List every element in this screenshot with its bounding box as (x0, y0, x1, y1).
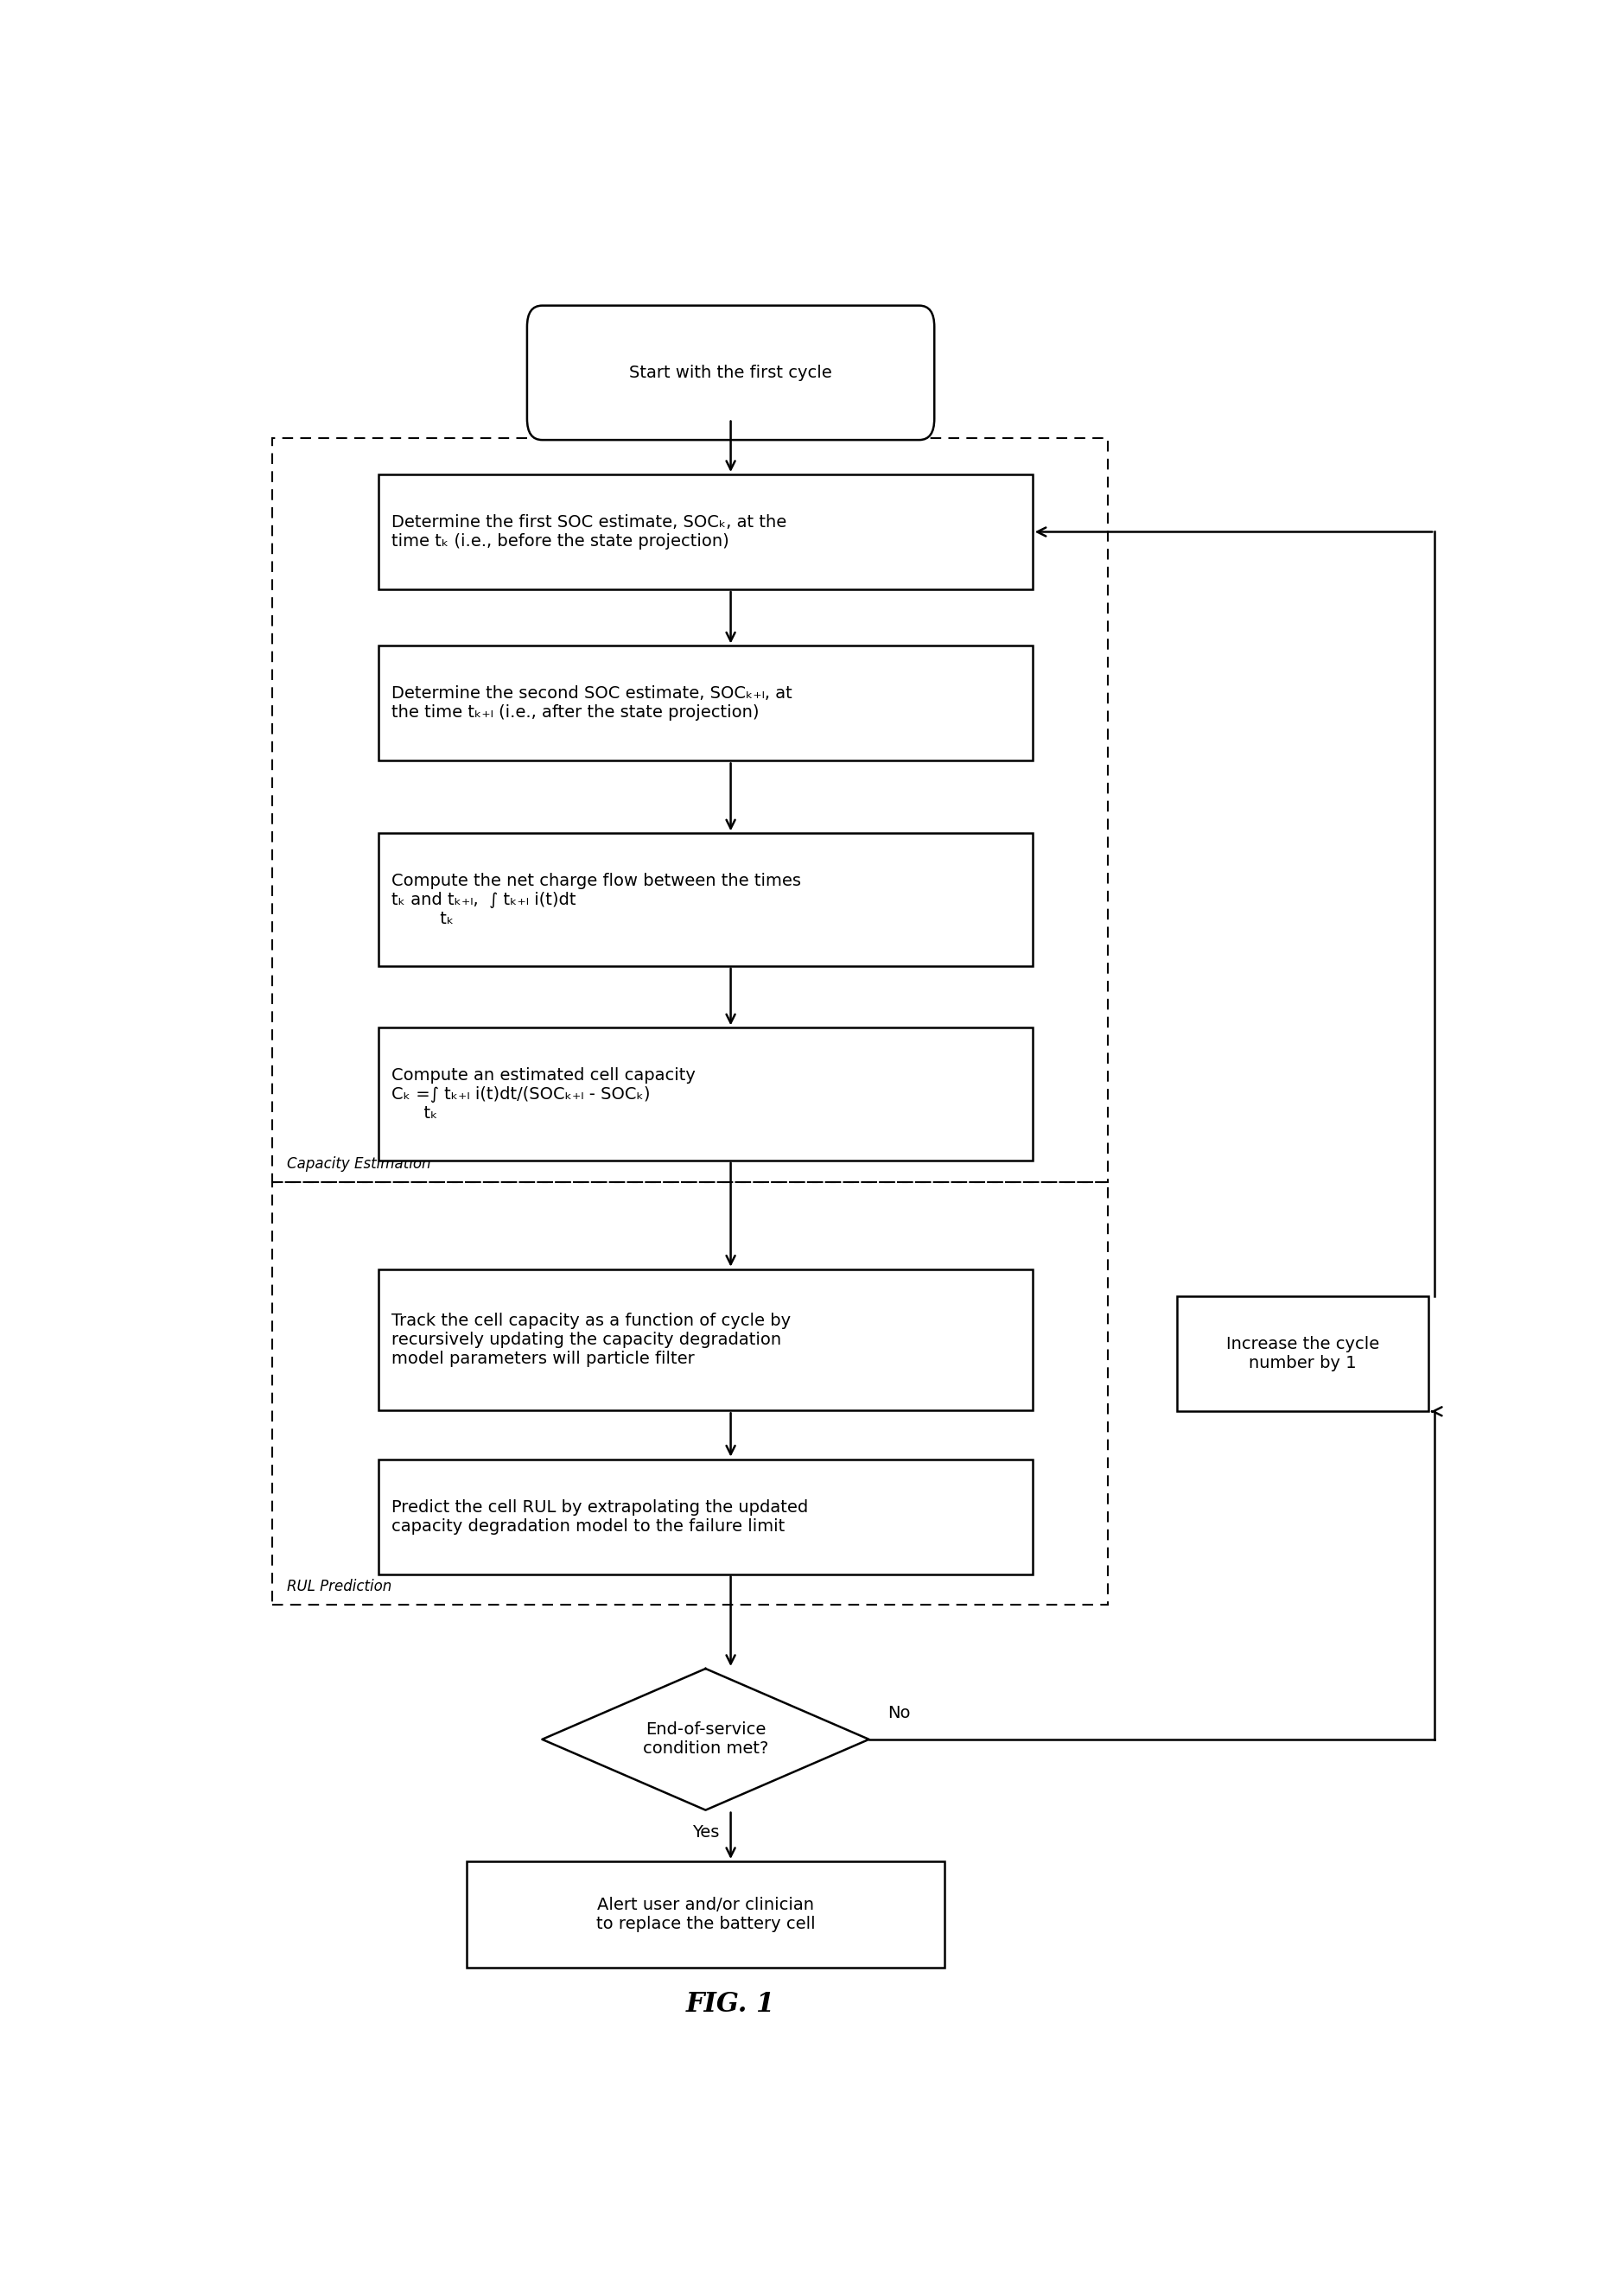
Text: Capacity Estimation: Capacity Estimation (287, 1157, 431, 1171)
Bar (467, 1862, 944, 1968)
Text: FIG. 1: FIG. 1 (686, 1991, 775, 2018)
Text: No: No (887, 1706, 910, 1722)
Bar (272, 439, 1108, 1182)
Text: Determine the second SOC estimate, SOCₖ₊ₗ, at
the time tₖ₊ₗ (i.e., after the sta: Determine the second SOC estimate, SOCₖ₊… (391, 687, 792, 721)
FancyBboxPatch shape (527, 305, 934, 441)
Polygon shape (542, 1669, 869, 1809)
Text: Track the cell capacity as a function of cycle by
recursively updating the capac: Track the cell capacity as a function of… (391, 1313, 790, 1366)
Text: RUL Prediction: RUL Prediction (287, 1580, 393, 1593)
Bar (378, 1029, 1033, 1159)
Bar (378, 833, 1033, 967)
Text: End-of-service
condition met?: End-of-service condition met? (642, 1722, 769, 1756)
Bar (378, 475, 1033, 590)
Bar (272, 1182, 1108, 1605)
Text: Compute an estimated cell capacity
Cₖ =∫ tₖ₊ₗ i(t)dt/(SOCₖ₊ₗ - SOCₖ)
      tₖ: Compute an estimated cell capacity Cₖ =∫… (391, 1068, 696, 1120)
Bar (1178, 1297, 1429, 1412)
Text: Alert user and/or clinician
to replace the battery cell: Alert user and/or clinician to replace t… (595, 1896, 816, 1933)
Bar (378, 1270, 1033, 1410)
Text: Start with the first cycle: Start with the first cycle (629, 365, 832, 381)
Bar (378, 645, 1033, 760)
Bar (378, 1460, 1033, 1575)
Text: Increase the cycle
number by 1: Increase the cycle number by 1 (1226, 1336, 1379, 1371)
Text: Compute the net charge flow between the times
tₖ and tₖ₊ₗ,  ∫ tₖ₊ₗ i(t)dt
      : Compute the net charge flow between the … (391, 872, 801, 928)
Text: Predict the cell RUL by extrapolating the updated
capacity degradation model to : Predict the cell RUL by extrapolating th… (391, 1499, 808, 1534)
Text: Yes: Yes (693, 1825, 719, 1841)
Text: Determine the first SOC estimate, SOCₖ, at the
time tₖ (i.e., before the state p: Determine the first SOC estimate, SOCₖ, … (391, 514, 787, 549)
